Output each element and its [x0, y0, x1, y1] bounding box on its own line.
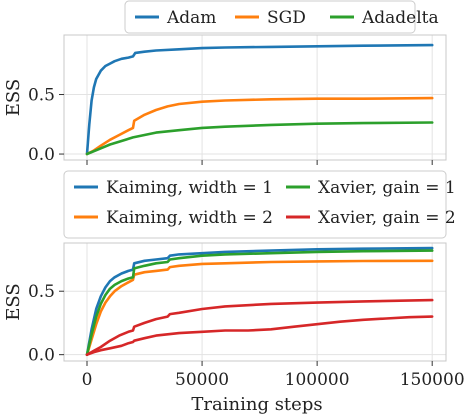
bottom-panel-series-line-3 — [85, 298, 434, 357]
bottom-panel-grid — [64, 243, 446, 361]
bottom-panel-ylabel: ESS — [3, 283, 24, 321]
bottom-panel-legend-label: Kaiming, width = 1 — [106, 178, 273, 198]
bottom-panel-frame — [63, 242, 447, 362]
top-panel-ylabel: ESS — [3, 79, 24, 117]
bottom-panel-series-line-2 — [85, 249, 434, 357]
top-panel-ytick-label: 0.0 — [28, 145, 55, 165]
bottom-panel-ticks: 0 50000 100000 150000 0.0 0.5 — [28, 282, 465, 390]
bottom-panel-xtick-label: 50000 — [175, 370, 229, 390]
bottom-panel-ytick-label: 0.0 — [28, 346, 55, 366]
bottom-panel-legend-label: Xavier, gain = 2 — [318, 208, 456, 228]
bottom-panel-xlabel: Training steps — [191, 394, 322, 415]
bottom-panel-xtick-label: 100000 — [285, 370, 350, 390]
top-panel-ytick-label: 0.5 — [28, 86, 55, 106]
bottom-panel-legend-label: Kaiming, width = 2 — [106, 208, 273, 228]
bottom-panel-xtick-label: 0 — [82, 370, 93, 390]
bottom-panel-legend-box — [63, 170, 447, 239]
top-panel-legend-label: SGD — [267, 8, 306, 28]
top-panel: 0.0 0.5 ESS Adam SGD Adadelta — [3, 0, 447, 165]
bottom-panel-series-line-4 — [85, 315, 434, 357]
top-panel-grid — [64, 35, 446, 160]
top-panel-series-line-1 — [85, 96, 434, 156]
top-panel-legend: Adam SGD Adadelta — [124, 0, 439, 34]
top-panel-frame — [63, 34, 447, 161]
bottom-panel-series-line-1 — [85, 259, 434, 357]
top-panel-legend-label: Adadelta — [361, 8, 439, 28]
bottom-panel-legend-label: Xavier, gain = 1 — [318, 178, 456, 198]
bottom-panel-series-line-0 — [85, 246, 434, 357]
top-panel-legend-label: Adam — [166, 8, 216, 28]
top-panel-series-line-0 — [85, 43, 434, 156]
top-panel-legend-box — [124, 0, 416, 34]
top-panel-ticks: 0.0 0.5 — [28, 86, 433, 165]
bottom-panel-ytick-label: 0.5 — [28, 282, 55, 302]
bottom-panel-series — [85, 246, 434, 357]
top-panel-series-line-2 — [85, 121, 434, 156]
bottom-panel-legend: Kaiming, width = 1 Xavier, gain = 1 Kaimin… — [63, 170, 456, 239]
bottom-panel-xtick-label: 150000 — [400, 370, 465, 390]
top-panel-series — [85, 43, 434, 156]
bottom-panel: 0 50000 100000 150000 0.0 0.5 ESS Training st… — [3, 170, 465, 415]
